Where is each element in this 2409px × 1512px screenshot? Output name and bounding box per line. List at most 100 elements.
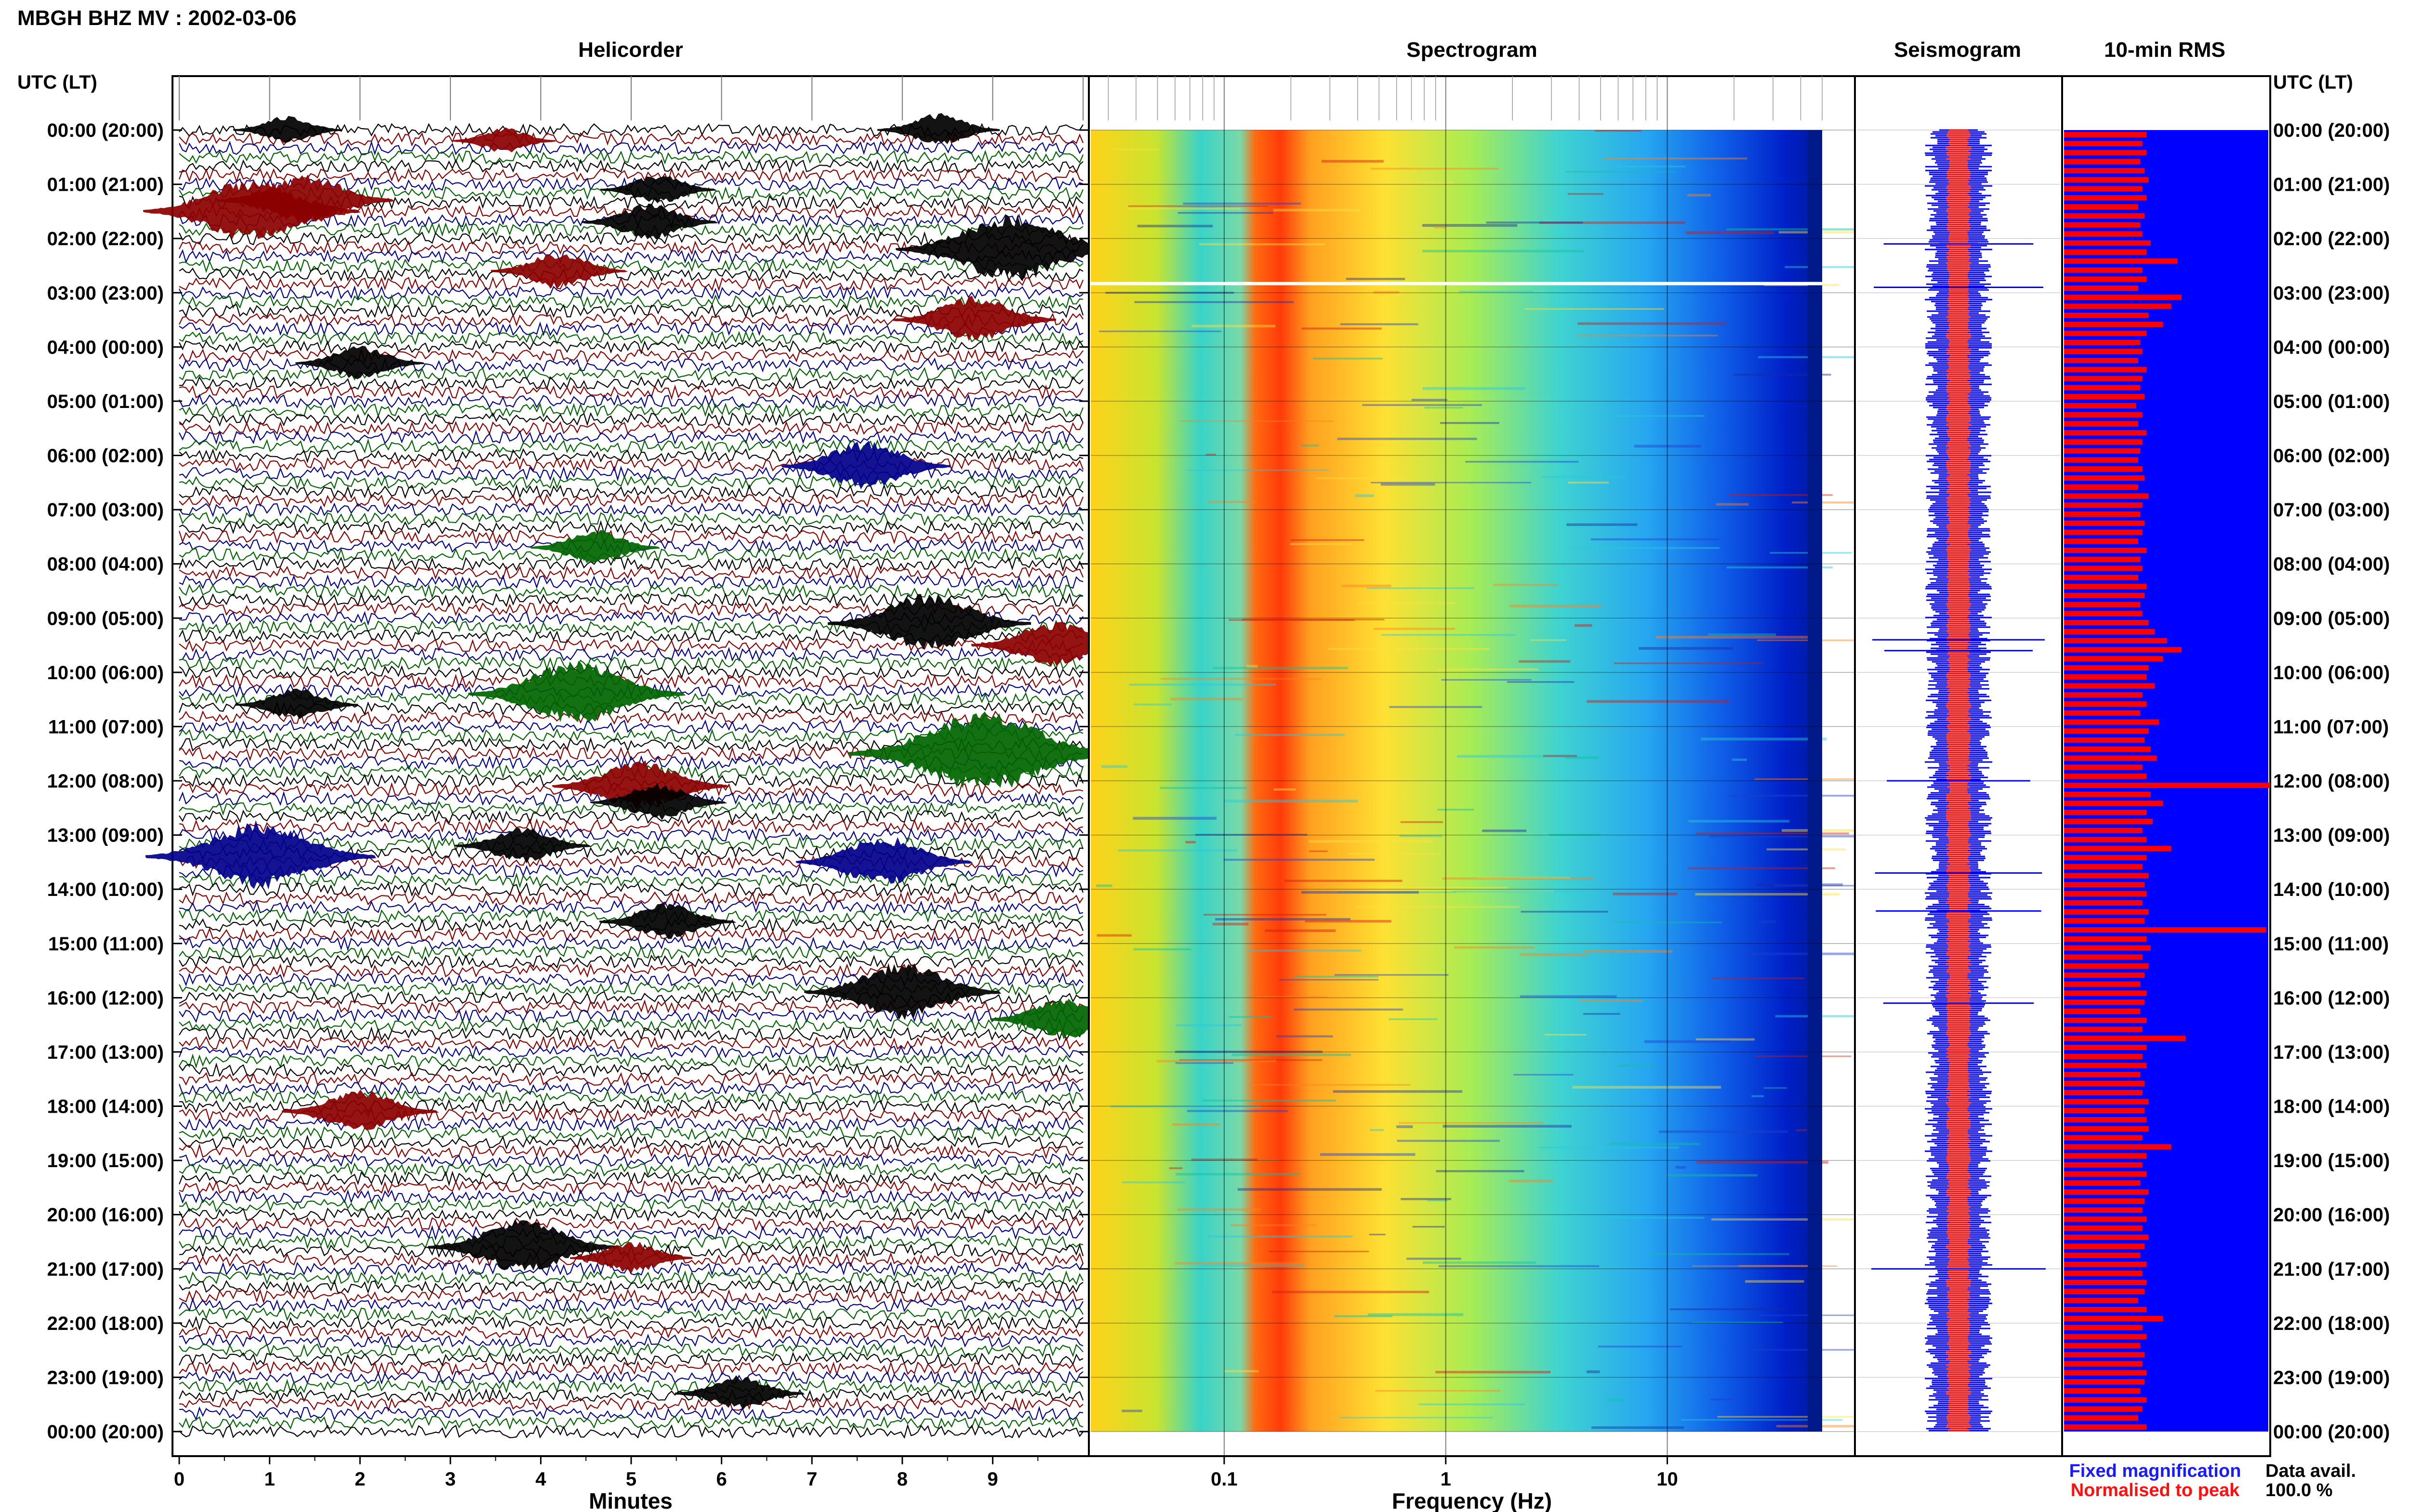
spectrogram-texture-line: [1122, 1181, 1186, 1183]
spectrogram-texture-line: [1613, 893, 1678, 895]
time-label-left: 06:00 (02:00): [47, 446, 164, 467]
rms-bar: [2064, 719, 2159, 725]
helicorder-trace-row: [179, 493, 1084, 508]
spectrogram-texture-line: [1766, 628, 1780, 630]
spectrogram-texture-line: [1399, 1122, 1543, 1124]
helicorder-trace-row: [179, 927, 1084, 942]
spectrogram-texture-line: [1301, 327, 1382, 330]
time-label-right: 19:00 (15:00): [2273, 1150, 2390, 1171]
spectrogram-texture-line: [1457, 755, 1590, 758]
spectrogram-texture-line: [1373, 290, 1400, 294]
rms-bar: [2064, 330, 2147, 336]
helicorder-trace-row: [179, 484, 1084, 499]
spectrogram-texture-line: [1346, 277, 1405, 280]
rms-bar: [2064, 1198, 2144, 1204]
spectrogram-texture-line: [1327, 647, 1490, 650]
spectrogram-texture-line: [1177, 1208, 1261, 1211]
helicorder-trace-row: [179, 881, 1084, 897]
helicorder-trace-row: [179, 918, 1084, 933]
rms-bar: [2064, 1325, 2143, 1330]
spectrogram-texture-line: [1427, 1199, 1447, 1202]
spectrogram-texture-line: [1133, 816, 1217, 820]
spectrogram-texture-line: [1223, 858, 1375, 861]
spectrogram-texture-line: [1591, 1426, 1684, 1429]
rms-bar: [2064, 186, 2143, 192]
helicorder-event: [570, 1241, 692, 1274]
time-label-left: 04:00 (00:00): [47, 337, 164, 358]
time-label-right: 22:00 (18:00): [2273, 1313, 2390, 1334]
rms-bar: [2064, 1144, 2171, 1150]
helicorder-trace-row: [179, 583, 1084, 599]
spectrogram-texture-line: [1692, 1321, 1783, 1324]
spectrogram-texture-line: [1796, 1129, 1807, 1131]
rms-bar: [2064, 828, 2143, 833]
spectrogram-texture-line: [1284, 880, 1403, 882]
helicorder-event: [236, 688, 358, 720]
spectrogram-texture-line: [1482, 829, 1527, 832]
rms-bar: [2064, 945, 2151, 951]
spectrogram-texture-line: [1728, 794, 1875, 797]
spectrogram-texture-line: [1276, 1035, 1333, 1038]
spectrogram-texture-line: [1377, 887, 1508, 889]
spectrogram-texture-line: [1465, 460, 1578, 463]
data-availability-label: Data avail.: [2265, 1461, 2356, 1481]
rms-bar: [2064, 710, 2141, 716]
spectrogram-texture-line: [1128, 205, 1269, 207]
spectrogram-texture-line: [1509, 1180, 1554, 1183]
spectrogram-texture-line: [1466, 891, 1555, 893]
spectrogram-texture-line: [1178, 212, 1273, 214]
rms-bar: [2064, 1424, 2147, 1430]
spectrogram-texture-line: [1273, 209, 1360, 211]
time-label-right: 12:00 (08:00): [2273, 771, 2390, 792]
rms-bar: [2064, 909, 2149, 915]
helicorder-event: [796, 837, 973, 884]
spectrogram-texture-line: [1223, 1370, 1259, 1373]
spectrogram-texture-line: [1639, 647, 1733, 650]
spectrogram-texture-line: [1695, 1038, 1755, 1041]
spectrogram-texture-line: [1294, 1008, 1403, 1011]
rms-bar: [2064, 900, 2143, 906]
spectrogram-texture-line: [1695, 832, 1849, 835]
spectrogram-texture-line: [1367, 1313, 1464, 1316]
time-label-right: 04:00 (00:00): [2273, 337, 2390, 358]
time-labels-right: 00:00 (20:00) 01:00 (21:00) 02:00 (22:00) 0…: [2273, 120, 2390, 1443]
spectrogram-texture-line: [1400, 821, 1443, 823]
spectrogram-texture-line: [1572, 547, 1720, 549]
time-label-left: 07:00 (03:00): [47, 500, 164, 521]
legend-normalised-to-peak: Normalised to peak: [2071, 1480, 2240, 1500]
spectrogram-texture-line: [1422, 250, 1584, 252]
rms-bar: [2064, 647, 2182, 653]
rms-bar: [2064, 990, 2147, 996]
time-label-left: 13:00 (09:00): [47, 825, 164, 846]
time-label-left: 03:00 (23:00): [47, 283, 164, 304]
rms-bar: [2064, 873, 2149, 879]
spectrogram-texture-line: [1399, 835, 1443, 837]
rms-bar: [2064, 421, 2139, 427]
helicorder-trace-row: [179, 294, 1084, 310]
spectrogram-texture-line: [1542, 475, 1626, 478]
rms-bar: [2064, 683, 2155, 689]
rms-bars: [2064, 131, 2270, 1430]
spectrogram-texture-line: [1279, 979, 1378, 981]
spectrogram-texture-line: [1373, 628, 1455, 630]
helicorder-trace-row: [179, 1162, 1084, 1177]
helicorder-trace-row: [179, 935, 1084, 952]
rms-bar: [2064, 882, 2144, 888]
rms-bar: [2064, 222, 2141, 228]
spectrogram-image: [1091, 130, 1822, 1432]
helicorder-events: [143, 113, 1141, 1410]
spectrogram-texture-line: [1290, 539, 1364, 541]
time-label-left: 18:00 (14:00): [47, 1096, 164, 1118]
spectrogram-texture-line: [1751, 1095, 1764, 1097]
time-label-right: 14:00 (10:00): [2273, 879, 2390, 900]
spectrogram-texture-line: [1097, 934, 1132, 937]
spectrogram-texture-line: [1711, 977, 1804, 979]
rms-bar: [2064, 520, 2144, 526]
spectrogram-texture-line: [1176, 1172, 1300, 1176]
rms-title: 10-min RMS: [2104, 38, 2225, 62]
rms-bar: [2064, 258, 2178, 264]
spectrogram-texture-line: [1785, 266, 1883, 268]
spectrogram-texture-line: [1396, 1125, 1413, 1129]
spectrogram-texture-line: [1172, 1123, 1220, 1126]
helicorder-x-tick-label: 6: [716, 1469, 727, 1490]
